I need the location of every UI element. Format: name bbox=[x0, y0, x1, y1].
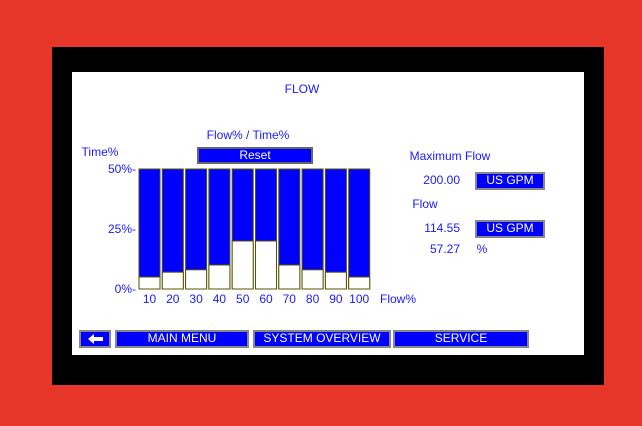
bar bbox=[301, 269, 324, 290]
max-flow-unit: US GPM bbox=[486, 173, 533, 187]
nav-label[interactable]: MAIN MENU bbox=[148, 331, 217, 345]
nav-button[interactable] bbox=[115, 330, 249, 348]
x-tick-label: 10 bbox=[143, 292, 157, 306]
y-axis-label: Time% bbox=[82, 145, 119, 159]
bar bbox=[324, 271, 347, 290]
x-tick-label: 60 bbox=[259, 292, 273, 306]
x-axis-label: Flow% bbox=[380, 292, 416, 306]
bar bbox=[208, 264, 231, 290]
x-tick-label: 40 bbox=[213, 292, 227, 306]
nav-button[interactable] bbox=[393, 330, 529, 348]
screen-title: FLOW bbox=[285, 82, 320, 96]
max-flow-value: 200.00 bbox=[423, 173, 460, 187]
flow-percent: 57.27 bbox=[430, 242, 460, 256]
back-button[interactable] bbox=[79, 330, 111, 348]
flow-value: 114.55 bbox=[424, 221, 460, 235]
button-face[interactable] bbox=[197, 147, 313, 164]
bar-background bbox=[348, 168, 371, 290]
x-tick-label: 70 bbox=[283, 292, 297, 306]
max-flow-label: Maximum Flow bbox=[410, 149, 491, 163]
y-tick-label: 50%- bbox=[108, 162, 136, 176]
nav-label[interactable]: SERVICE bbox=[435, 331, 487, 345]
nav-label[interactable]: SYSTEM OVERVIEW bbox=[263, 331, 381, 345]
unit-box bbox=[475, 172, 545, 190]
bar bbox=[278, 264, 301, 290]
bar bbox=[255, 240, 277, 290]
back-arrow[interactable] bbox=[88, 334, 103, 344]
bar bbox=[161, 271, 184, 290]
y-tick-label: 0%- bbox=[115, 282, 136, 296]
flow-label: Flow bbox=[412, 197, 438, 211]
chart-title: Flow% / Time% bbox=[207, 128, 290, 142]
button-label[interactable]: Reset bbox=[239, 148, 271, 162]
bar bbox=[348, 276, 371, 290]
flow-unit: US GPM bbox=[486, 221, 533, 235]
x-tick-label: 80 bbox=[306, 292, 320, 306]
x-tick-label: 50 bbox=[236, 292, 250, 306]
nav-button[interactable] bbox=[253, 330, 391, 348]
bar bbox=[185, 269, 208, 290]
bar-background bbox=[161, 168, 184, 290]
reset-button[interactable]: Reset bbox=[197, 147, 313, 164]
unit-box bbox=[475, 220, 545, 238]
x-tick-label: 90 bbox=[329, 292, 343, 306]
y-tick-label: 25%- bbox=[108, 222, 136, 236]
percent-unit: % bbox=[477, 242, 488, 256]
bar-background bbox=[138, 168, 161, 290]
bar bbox=[138, 276, 161, 290]
x-tick-label: 100 bbox=[349, 292, 369, 306]
bar bbox=[231, 240, 254, 290]
x-tick-label: 30 bbox=[189, 292, 203, 306]
bar-background bbox=[324, 168, 347, 290]
x-tick-label: 20 bbox=[166, 292, 180, 306]
